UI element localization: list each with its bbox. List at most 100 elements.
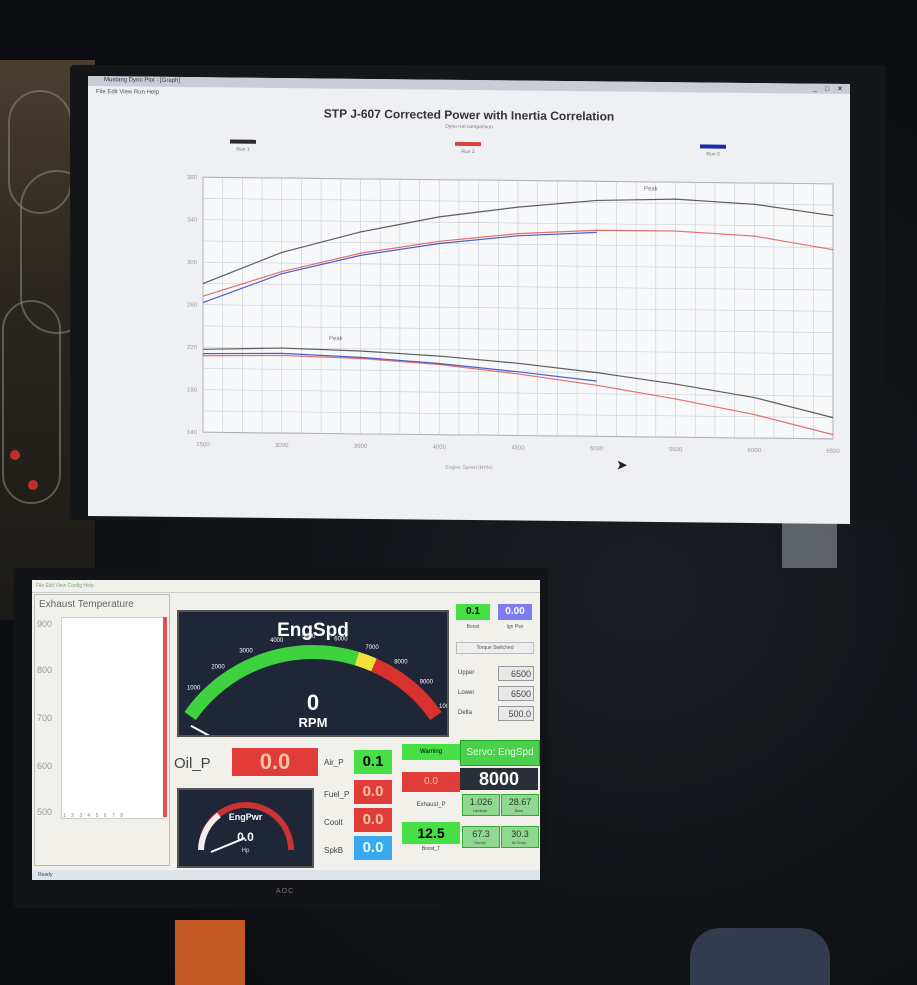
humid-box: 67.3 bbox=[462, 826, 500, 848]
gauge-tick-label: 9000 bbox=[420, 679, 434, 685]
exhaust-title: Exhaust Temperature bbox=[39, 599, 134, 610]
x-tick-label: 3500 bbox=[354, 444, 368, 450]
setting-label: Upper bbox=[458, 670, 475, 676]
y-tick-label: 340 bbox=[187, 218, 198, 224]
warning-indicator: Warning bbox=[402, 744, 460, 760]
exhaust-panel: Exhaust Temperature 900 800 700 600 500 … bbox=[34, 594, 170, 866]
grid-line bbox=[203, 283, 833, 291]
gauge-arc: 0 1000 2000 3000 4000 5000 6000 7000 8000 9000 100… bbox=[184, 634, 447, 735]
series-line-run-2-upper bbox=[202, 229, 834, 297]
x-tick-label: 2500 bbox=[196, 442, 210, 448]
setting-upper[interactable]: Upper 6500 bbox=[458, 666, 534, 683]
gauge-tick-label: 3000 bbox=[239, 648, 253, 654]
gauge-yellow-zone bbox=[354, 651, 377, 672]
setting-value[interactable]: 6500 bbox=[498, 686, 534, 701]
sensor-value-coolt: 0.0 bbox=[354, 808, 392, 832]
grid-line bbox=[203, 389, 833, 397]
torque-switch-button[interactable]: Torque Switched bbox=[456, 642, 534, 654]
gauge-tick-label: 8000 bbox=[394, 660, 408, 666]
sensor-value-fuel-p: 0.0 bbox=[354, 780, 392, 804]
lambda-box: 1.026 bbox=[462, 794, 500, 816]
grid-line bbox=[203, 219, 833, 227]
x-tick-label: 4500 bbox=[511, 445, 525, 451]
setting-delta[interactable]: Delta 500.0 bbox=[458, 706, 534, 723]
mouse-cursor-icon: ➤ bbox=[616, 456, 628, 473]
series-line-run-2-lower bbox=[202, 354, 834, 436]
servo-engspd-button[interactable]: Servo: EngSpd bbox=[460, 740, 540, 766]
legend-label: Run 3 bbox=[706, 151, 720, 158]
grid-line bbox=[203, 198, 833, 206]
gauge-tick-label: 4000 bbox=[270, 638, 284, 644]
y-tick-label: 140 bbox=[187, 430, 198, 436]
legend-label: Run 2 bbox=[461, 148, 475, 156]
grid-line bbox=[203, 240, 833, 248]
legend-label: Run 1 bbox=[236, 146, 250, 153]
series-line-run-1-upper bbox=[202, 198, 834, 285]
x-tick-label: 5500 bbox=[669, 447, 683, 453]
wall-outlet bbox=[782, 523, 837, 568]
baro-label: Baro bbox=[514, 808, 524, 813]
baro-box: 28.67 bbox=[501, 794, 539, 816]
setting-value[interactable]: 500.0 bbox=[498, 706, 534, 721]
airtemp-label: AirTemp bbox=[511, 840, 527, 845]
gauge-tick-label: 10000 bbox=[439, 704, 447, 710]
boost-t-label: Boost_T bbox=[421, 846, 441, 852]
y-tick-label: 380 bbox=[187, 175, 198, 181]
grid-line bbox=[203, 346, 833, 355]
legend-swatch bbox=[230, 139, 256, 144]
mini-gauge-title: EngPwr bbox=[228, 812, 263, 822]
exhaust-tick: 700 bbox=[37, 713, 53, 723]
window-controls[interactable]: _ □ ✕ bbox=[813, 85, 846, 93]
ign-pwr-label: Ign Pwr bbox=[506, 624, 524, 630]
y-tick-label: 260 bbox=[187, 303, 198, 309]
y-tick-label: 220 bbox=[187, 345, 198, 351]
y-tick-label: 180 bbox=[187, 388, 198, 394]
peak-annotation: Peak bbox=[329, 336, 344, 342]
orange-case bbox=[175, 920, 245, 985]
sensor-label: Air_P bbox=[324, 758, 344, 767]
mini-gauge-arc bbox=[198, 802, 294, 853]
exhaust-channel-labels: 1 2 3 4 5 6 7 8 bbox=[63, 813, 125, 819]
legend-item-run-2: Run 2 bbox=[433, 141, 503, 156]
gauge-red-zone bbox=[371, 658, 442, 721]
grid-line bbox=[203, 325, 833, 333]
boost-label: Boost bbox=[466, 624, 480, 630]
cable-connector bbox=[10, 450, 20, 460]
gauge-value: 0 bbox=[306, 690, 320, 715]
x-tick-label: 3000 bbox=[275, 443, 289, 449]
humid-label: Humid bbox=[474, 840, 486, 845]
mini-gauge-value: 0.0 bbox=[237, 830, 254, 844]
grid-line bbox=[203, 431, 833, 440]
peak-annotation: Peak bbox=[644, 186, 659, 192]
engspd-gauge: EngSpd 0 1000 2000 3000 4000 5000 6000 7000 8000… bbox=[177, 610, 449, 737]
x-tick-label: 4000 bbox=[433, 445, 447, 451]
legend-swatch bbox=[455, 141, 481, 147]
status-bar: Ready bbox=[32, 870, 540, 880]
mid-red-value: 0.0 bbox=[402, 772, 460, 792]
power-chart: 2500 3000 3500 4000 4500 5000 5500 6000 6500 140 1… bbox=[187, 175, 840, 455]
menu-bar[interactable]: File Edit View Config Help bbox=[32, 580, 540, 593]
ign-pwr-box: 0.00 bbox=[498, 604, 532, 620]
legend-item-run-1: Run 1 bbox=[208, 139, 278, 153]
exhaust-tick: 800 bbox=[37, 665, 53, 675]
lambda-label: Lambda bbox=[472, 808, 488, 813]
bottom-monitor-screen: File Edit View Config Help Exhaust Tempe… bbox=[32, 580, 540, 880]
sensor-value-spkb: 0.0 bbox=[354, 836, 392, 860]
setting-label: Lower bbox=[458, 690, 475, 696]
exhaust-tick: 500 bbox=[37, 807, 53, 817]
monitor-brand: AOC bbox=[276, 888, 295, 895]
x-tick-label: 6500 bbox=[826, 449, 840, 455]
legend-swatch bbox=[700, 144, 726, 149]
setting-value[interactable]: 6500 bbox=[498, 666, 534, 681]
setting-lower[interactable]: Lower 6500 bbox=[458, 686, 534, 703]
cable-connector bbox=[28, 480, 38, 490]
exhaust-tick: 900 bbox=[37, 619, 53, 629]
top-monitor-screen: Mustang Dyno Plot - [Graph] _ □ ✕ File E… bbox=[88, 76, 850, 524]
sensor-label: Fuel_P bbox=[324, 790, 350, 799]
fabric-item bbox=[690, 928, 830, 985]
gauge-tick-label: 2000 bbox=[211, 664, 225, 670]
mini-gauge-unit: Hp bbox=[241, 848, 250, 854]
engpwr-gauge: EngPwr 0.0 Hp bbox=[177, 788, 314, 868]
series-line-run-3-lower bbox=[202, 352, 597, 382]
grid-line bbox=[203, 304, 833, 312]
